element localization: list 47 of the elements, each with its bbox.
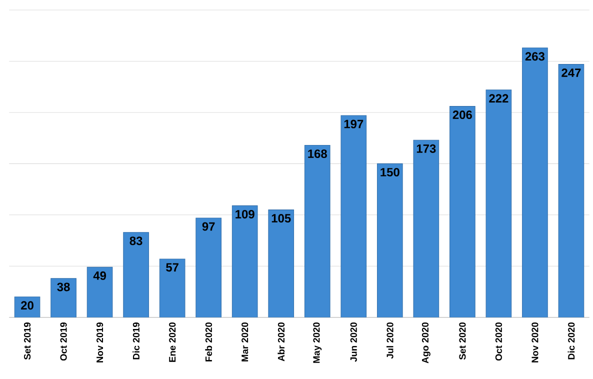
bar	[486, 90, 512, 318]
x-tick-label: May 2020	[313, 322, 322, 363]
bar	[196, 218, 222, 318]
bar	[450, 106, 476, 318]
bar	[268, 209, 294, 318]
x-tick-label: Nov 2020	[532, 322, 538, 362]
data-label: 222	[489, 94, 508, 102]
data-label: 97	[202, 222, 215, 231]
x-tick-label: Ene 2020	[169, 322, 176, 362]
data-label: 109	[236, 210, 254, 218]
bar	[86, 266, 113, 318]
bar	[376, 163, 403, 318]
data-label: 49	[93, 271, 106, 280]
bar	[340, 115, 367, 318]
bar	[304, 144, 330, 318]
data-label: 247	[562, 68, 581, 77]
bar	[123, 232, 149, 318]
x-tick-label: Mar 2020	[242, 322, 248, 362]
x-tick-label: Oct 2020	[495, 322, 502, 360]
x-tick-label: Feb 2020	[205, 322, 212, 362]
bar	[413, 140, 440, 318]
bar	[232, 205, 258, 318]
data-label: 105	[272, 214, 291, 222]
data-label: 38	[57, 282, 70, 292]
x-tick-label: Dic 2019	[132, 322, 140, 360]
data-label: 150	[380, 168, 400, 176]
data-label: 197	[344, 120, 364, 128]
data-label: 57	[166, 263, 178, 272]
bar	[522, 48, 548, 318]
x-tick-label: Ago 2020	[422, 322, 430, 364]
data-label: 20	[21, 301, 34, 310]
bar	[50, 278, 76, 318]
bar	[558, 64, 584, 318]
data-label: 83	[130, 236, 142, 245]
data-label: 173	[416, 144, 436, 153]
data-label: 263	[525, 52, 544, 61]
x-tick-label: Jul 2020	[386, 322, 394, 359]
data-label: 206	[452, 110, 472, 119]
data-label: 168	[308, 149, 328, 158]
x-tick-label: Set 2020	[459, 322, 466, 360]
x-tick-label: Jun 2020	[350, 322, 357, 362]
x-tick-label: Oct 2019	[60, 322, 67, 360]
x-tick-label: Nov 2019	[96, 322, 104, 362]
x-tick-label: Abr 2020	[278, 322, 285, 362]
x-tick-label: Dic 2020	[568, 322, 575, 360]
x-tick-label: Set 2019	[24, 322, 31, 360]
bar	[159, 258, 186, 318]
